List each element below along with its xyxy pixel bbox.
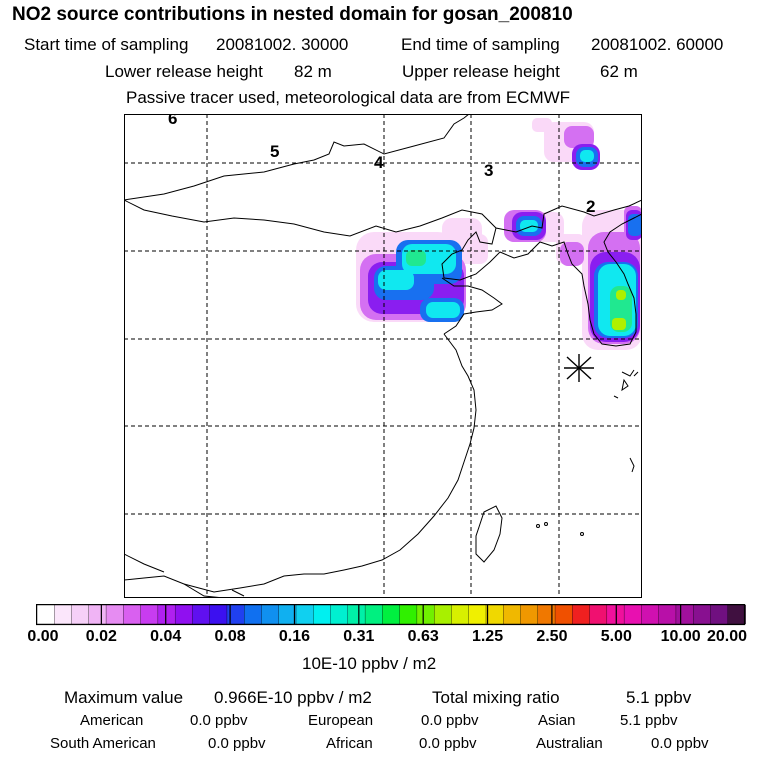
color-scale-cell bbox=[244, 604, 263, 625]
color-scale-cell bbox=[347, 604, 366, 625]
start-time-value: 20081002. 30000 bbox=[216, 35, 349, 54]
color-scale-tick-label: 0.08 bbox=[214, 628, 246, 645]
grid-label-2: 2 bbox=[586, 197, 595, 216]
region-name: Asian bbox=[538, 712, 576, 729]
grid-label-5: 5 bbox=[270, 142, 279, 161]
region-name: African bbox=[326, 735, 373, 752]
color-scale-cell bbox=[209, 604, 228, 625]
color-scale-cell bbox=[468, 604, 487, 625]
color-scale-cell bbox=[485, 604, 505, 625]
color-scale-cell bbox=[675, 604, 694, 625]
color-scale-cell bbox=[174, 604, 194, 625]
color-scale-cell bbox=[451, 604, 470, 625]
color-scale-cell bbox=[658, 604, 677, 625]
color-scale-tick-label: 10.00 bbox=[660, 628, 701, 645]
color-scale-cell bbox=[520, 604, 539, 625]
color-scale-cell bbox=[572, 604, 591, 625]
color-scale-cell bbox=[157, 604, 176, 625]
color-scale-tick-label: 1.25 bbox=[471, 628, 504, 645]
color-scale-cell bbox=[36, 604, 56, 625]
plume-yellow bbox=[612, 290, 626, 330]
color-scale-cell bbox=[71, 604, 90, 625]
end-time-label: End time of sampling bbox=[401, 35, 560, 54]
grid-label-4: 4 bbox=[374, 153, 384, 172]
color-scale-cell bbox=[364, 604, 384, 625]
asterisk-marker bbox=[564, 354, 594, 382]
color-scale-tick-label: 0.16 bbox=[278, 628, 311, 645]
color-scale-cell bbox=[192, 604, 211, 625]
region-name: South American bbox=[50, 735, 156, 752]
color-scale-cell bbox=[330, 604, 349, 625]
total-mixing-label: Total mixing ratio bbox=[432, 688, 560, 707]
color-scale-cell bbox=[623, 604, 643, 625]
region-value: 0.0 ppbv bbox=[190, 712, 248, 729]
start-time-label: Start time of sampling bbox=[24, 35, 189, 54]
upper-height-value: 62 m bbox=[600, 62, 638, 81]
color-scale-tick-label: 0.02 bbox=[85, 628, 117, 645]
max-value: 0.966E-10 ppbv / m2 bbox=[214, 688, 372, 707]
color-scale-cell bbox=[88, 604, 107, 625]
color-scale-cell bbox=[313, 604, 332, 625]
color-scale-cell bbox=[710, 604, 729, 625]
color-scale-tick-label: 0.63 bbox=[407, 628, 439, 645]
color-scale-cell bbox=[261, 604, 280, 625]
color-scale-tick-label: 0.31 bbox=[343, 628, 375, 645]
graticule bbox=[124, 114, 642, 598]
region-value: 0.0 ppbv bbox=[651, 735, 709, 752]
color-scale-cell bbox=[503, 604, 522, 625]
color-scale-cell bbox=[641, 604, 660, 625]
grid-label-3: 3 bbox=[484, 161, 493, 180]
color-scale-cell bbox=[589, 604, 608, 625]
region-value: 0.0 ppbv bbox=[421, 712, 479, 729]
color-scale-cell bbox=[105, 604, 125, 625]
color-scale-cell bbox=[140, 604, 159, 625]
color-scale-cell bbox=[693, 604, 712, 625]
color-scale-cell bbox=[727, 604, 746, 625]
region-name: Australian bbox=[536, 735, 603, 752]
page-title: NO2 source contributions in nested domai… bbox=[12, 4, 573, 25]
grid-label-6: 6 bbox=[168, 114, 177, 128]
color-scale-bar bbox=[36, 604, 746, 626]
end-time-value: 20081002. 60000 bbox=[591, 35, 724, 54]
lower-height-value: 82 m bbox=[294, 62, 332, 81]
color-scale-cell bbox=[554, 604, 574, 625]
color-scale-cell bbox=[382, 604, 401, 625]
color-scale-tick-label: 20.00 bbox=[706, 628, 748, 645]
color-scale-cell bbox=[537, 604, 556, 625]
color-scale-unit: 10E-10 ppbv / m2 bbox=[302, 654, 437, 673]
color-scale-cell bbox=[416, 604, 435, 625]
color-scale-tick-label: 0.00 bbox=[27, 628, 59, 645]
upper-height-label: Upper release height bbox=[402, 62, 560, 81]
region-name: European bbox=[308, 712, 374, 729]
color-scale-tick-label: 5.00 bbox=[600, 628, 632, 645]
region-name: American bbox=[80, 712, 144, 729]
map-panel: 6 5 4 3 2 bbox=[124, 114, 642, 598]
total-mixing-value: 5.1 ppbv bbox=[626, 688, 692, 707]
color-scale-tick-label: 0.04 bbox=[150, 628, 182, 645]
color-scale-cell bbox=[433, 604, 453, 625]
coastlines bbox=[124, 114, 642, 598]
color-scale-cell bbox=[295, 604, 315, 625]
color-scale-cell bbox=[399, 604, 418, 625]
region-value: 5.1 ppbv bbox=[620, 712, 678, 729]
lower-height-label: Lower release height bbox=[105, 62, 263, 81]
region-value: 0.0 ppbv bbox=[208, 735, 266, 752]
color-scale-cell bbox=[123, 604, 142, 625]
tracer-note: Passive tracer used, meteorological data… bbox=[126, 88, 571, 107]
color-scale-tick-label: 2.50 bbox=[536, 628, 568, 645]
max-value-label: Maximum value bbox=[64, 688, 184, 707]
color-scale-cell bbox=[54, 604, 73, 625]
region-value: 0.0 ppbv bbox=[419, 735, 477, 752]
